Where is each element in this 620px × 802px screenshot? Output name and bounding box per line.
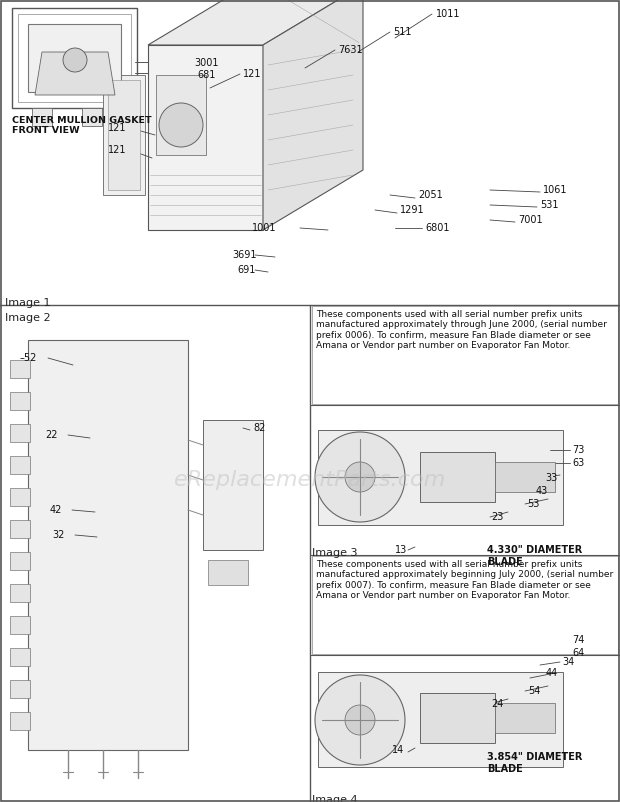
Text: 43: 43 (536, 486, 548, 496)
Polygon shape (263, 0, 363, 230)
Text: 3.854" DIAMETER
BLADE: 3.854" DIAMETER BLADE (487, 752, 582, 774)
Text: –52: –52 (20, 353, 37, 363)
Text: 54: 54 (528, 686, 541, 696)
Text: 22: 22 (45, 430, 58, 440)
Bar (18, 14, 131, 102)
Bar (108, 80, 140, 190)
Text: 3001: 3001 (194, 58, 218, 68)
Text: 681: 681 (197, 70, 215, 80)
Text: 3691: 3691 (232, 250, 257, 260)
Text: 82: 82 (253, 423, 265, 433)
Bar (495, 703, 555, 733)
Text: 63: 63 (572, 458, 584, 468)
Circle shape (315, 432, 405, 522)
Bar (203, 420, 263, 550)
Bar (10, 584, 30, 602)
Bar (28, 340, 188, 750)
Bar (10, 712, 30, 730)
Text: 7001: 7001 (518, 215, 542, 225)
Text: These components used with all serial number prefix units manufactured approxima: These components used with all serial nu… (316, 310, 607, 350)
Circle shape (159, 103, 203, 147)
Text: Image 4: Image 4 (312, 795, 358, 802)
Bar (10, 552, 30, 570)
Bar (10, 424, 30, 442)
Bar (495, 462, 555, 492)
Text: 73: 73 (572, 445, 585, 455)
Bar (10, 488, 30, 506)
Text: 511: 511 (393, 27, 412, 37)
Bar (148, 45, 263, 230)
Text: 74: 74 (572, 635, 585, 645)
Text: These components used with all serial number prefix units manufactured approxima: These components used with all serial nu… (316, 560, 613, 600)
Bar (10, 392, 30, 410)
Text: CENTER MULLION GASKET
FRONT VIEW: CENTER MULLION GASKET FRONT VIEW (12, 116, 152, 136)
Text: 121: 121 (243, 69, 262, 79)
Bar (82, 108, 102, 126)
Text: 33: 33 (545, 473, 557, 483)
Bar (32, 108, 52, 126)
Bar (28, 24, 121, 92)
Text: 2051: 2051 (418, 190, 443, 200)
Circle shape (345, 462, 375, 492)
Text: 531: 531 (540, 200, 559, 210)
Text: 6801: 6801 (425, 223, 450, 233)
Bar (10, 520, 30, 538)
Text: 691: 691 (237, 265, 255, 275)
Text: 14: 14 (392, 745, 404, 755)
Text: Image 3: Image 3 (312, 548, 358, 558)
Bar (10, 360, 30, 378)
Bar (12, 8, 137, 108)
Text: 53: 53 (527, 499, 539, 509)
Bar (318, 430, 563, 525)
Circle shape (63, 48, 87, 72)
Polygon shape (148, 0, 363, 45)
Text: 1061: 1061 (543, 185, 567, 195)
Bar (10, 648, 30, 666)
Text: 32: 32 (52, 530, 64, 540)
Text: 7631: 7631 (338, 45, 363, 55)
Bar (156, 75, 206, 155)
Bar (10, 616, 30, 634)
Circle shape (345, 705, 375, 735)
Text: 1001: 1001 (252, 223, 277, 233)
Text: 121: 121 (108, 145, 126, 155)
Text: 24: 24 (491, 699, 503, 709)
Text: 44: 44 (546, 668, 558, 678)
Text: 42: 42 (50, 505, 63, 515)
Text: 1011: 1011 (436, 9, 461, 19)
Circle shape (315, 675, 405, 765)
Text: 64: 64 (572, 648, 584, 658)
Text: Image 1: Image 1 (5, 298, 50, 308)
Text: 4.330" DIAMETER
BLADE: 4.330" DIAMETER BLADE (487, 545, 582, 566)
Text: 121: 121 (108, 123, 126, 133)
Text: 34: 34 (562, 657, 574, 667)
Polygon shape (35, 52, 115, 95)
Bar (312, 306, 618, 404)
Text: 1291: 1291 (400, 205, 425, 215)
Text: 13: 13 (395, 545, 407, 555)
Bar (420, 693, 495, 743)
Bar (10, 456, 30, 474)
Bar (318, 672, 563, 767)
Text: 23: 23 (491, 512, 503, 522)
Bar (420, 452, 495, 502)
Bar (208, 560, 248, 585)
Bar (10, 680, 30, 698)
Bar (312, 556, 618, 654)
Text: Image 2: Image 2 (5, 313, 51, 323)
Text: eReplacementParts.com: eReplacementParts.com (174, 470, 446, 490)
Bar (103, 75, 145, 195)
